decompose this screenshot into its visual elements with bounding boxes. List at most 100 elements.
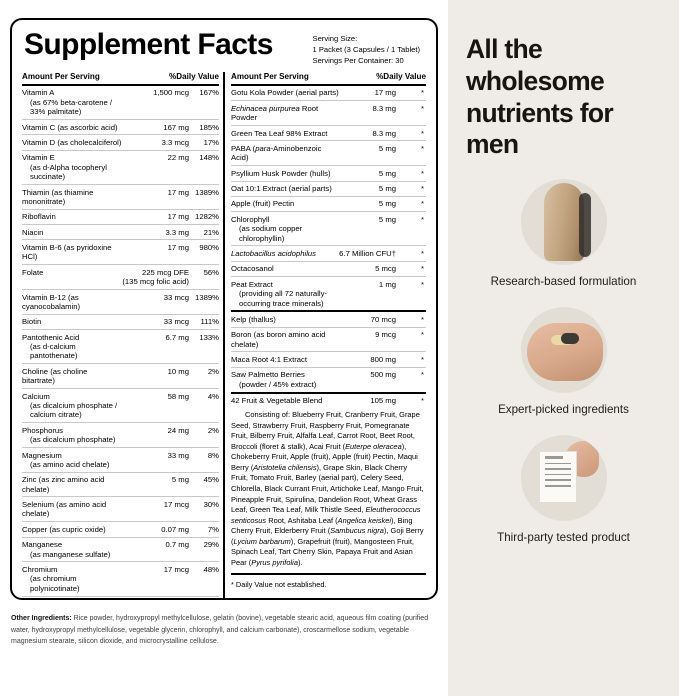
servings-per-container: Servings Per Container: 30 xyxy=(312,55,404,65)
nutrient-table-right: Gotu Kola Powder (aerial parts) 17 mg * Ech… xyxy=(230,85,426,313)
nutrient-amount: 33 mg xyxy=(122,447,189,473)
blend-amount: 105 mg xyxy=(370,396,396,406)
nutrient-row: Magnesium (as amino acid chelate) 33 mg 8% xyxy=(22,447,219,473)
nutrient-dv: * xyxy=(396,125,426,142)
nutrient-amount: 225 mcg DFE (135 mcg folic acid) xyxy=(122,264,189,290)
promo-panel: All the wholesome nutrients for men Rese… xyxy=(448,0,679,696)
nutrient-amount: 5 mg xyxy=(339,211,396,247)
fruit-vegetable-blend: 42 Fruit & Vegetable Blend 105 mg * Cons… xyxy=(230,394,426,575)
nutrient-dv: 133% xyxy=(188,329,219,365)
nutrient-dv: * xyxy=(396,85,426,102)
nutrient-dv: 1389% xyxy=(188,289,219,315)
nutrient-row: Boron (as boron amino acid chelate) 9 mcg… xyxy=(230,327,426,353)
nutrient-dv: * xyxy=(396,165,426,182)
nutrient-amount: 8.3 mg xyxy=(339,100,396,126)
nutrient-amount: 5 mg xyxy=(339,196,396,213)
nutrient-row: Green Tea Leaf 98% Extract 8.3 mg * xyxy=(230,125,426,142)
nutrient-row: Phosphorus (as dicalcium phosphate) 24 mg 2… xyxy=(22,422,219,448)
benefit-caption: Expert-picked ingredients xyxy=(498,403,629,417)
nutrient-name: Copper (as cupric oxide) xyxy=(22,521,123,538)
nutrient-amount: 10 mg xyxy=(122,363,189,390)
nutrient-row: Calcium (as dicalcium phosphate / calcium… xyxy=(22,388,219,424)
nutrient-dv: * xyxy=(396,245,426,262)
nutrient-name: Saw Palmetto Berries (powder / 45% extrac… xyxy=(230,367,340,394)
other-ingredients-label: Other Ingredients: xyxy=(11,615,72,622)
other-ingredients: Other Ingredients: Rice powder, hydroxyp… xyxy=(10,613,438,648)
daily-value-header: %Daily Value xyxy=(169,72,219,82)
nutrient-amount: 33 mcg xyxy=(122,289,189,315)
nutrient-row: Selenium (as amino acid chelate) 17 mcg 30… xyxy=(22,496,219,523)
nutrient-row: Chromium (as chromium polynicotinate) 17 m… xyxy=(22,561,219,597)
nutrient-row: Riboflavin 17 mg 1282% xyxy=(22,209,219,226)
capsule-icon xyxy=(520,179,607,266)
nutrient-row: PABA (para-Aminobenzoic Acid) 5 mg * xyxy=(230,140,426,167)
nutrient-amount: 17 mg xyxy=(122,239,189,266)
serving-size-value: 1 Packet (3 Capsules / 1 Tablet) xyxy=(312,44,421,54)
column-header-right: Amount Per Serving %Daily Value xyxy=(230,72,426,86)
facts-column-left: Amount Per Serving %Daily Value Vitamin … xyxy=(12,72,223,598)
nutrient-dv: 17% xyxy=(188,134,219,151)
nutrient-amount: 17 mg xyxy=(122,209,189,226)
nutrient-name: Zinc (as zinc amino acid chelate) xyxy=(22,472,123,498)
nutrient-name: Lactobacillus acidophilus xyxy=(230,245,340,262)
nutrient-name: Echinacea purpurea Root Powder xyxy=(230,100,340,126)
nutrient-dv: * xyxy=(396,367,426,394)
benefit-third-party-tested: Third-party tested product xyxy=(466,435,661,545)
column-header-left: Amount Per Serving %Daily Value xyxy=(22,72,219,86)
nutrient-name: Oat 10:1 Extract (aerial parts) xyxy=(230,181,340,197)
nutrient-row: Thiamin (as thiamine mononitrate) 17 mg 13… xyxy=(22,184,219,210)
nutrient-name: Kelp (thallus) xyxy=(230,312,340,328)
nutrient-amount: 5 mg xyxy=(339,140,396,167)
nutrient-dv: 8% xyxy=(188,447,219,473)
nutrient-table-right-2: Kelp (thallus) 70 mcg * Boron (as boron ami… xyxy=(230,312,426,394)
nutrient-name: Vitamin E (as d-Alpha tocopheryl succinat… xyxy=(22,150,123,185)
hand-with-packet-icon xyxy=(520,435,607,522)
nutrient-amount: 17 mg xyxy=(122,184,189,210)
nutrient-row: Pantothenic Acid (as d-calcium pantothena… xyxy=(22,329,219,365)
nutrient-row: Vitamin D (as cholecalciferol) 3.3 mcg 17% xyxy=(22,134,219,151)
nutrient-row: Biotin 33 mcg 111% xyxy=(22,314,219,331)
nutrient-row: Choline (as choline bitartrate) 10 mg 2% xyxy=(22,363,219,390)
nutrient-amount: 22 mg xyxy=(122,150,189,185)
nutrient-row: Niacin 3.3 mg 21% xyxy=(22,224,219,241)
blend-dv: * xyxy=(421,396,424,406)
nutrient-amount: 17 mg xyxy=(122,596,189,598)
nutrient-name: PABA (para-Aminobenzoic Acid) xyxy=(230,140,340,167)
nutrient-name: Green Tea Leaf 98% Extract xyxy=(230,125,340,142)
nutrient-dv: 185% xyxy=(188,119,219,136)
nutrient-row: Oat 10:1 Extract (aerial parts) 5 mg * xyxy=(230,181,426,197)
nutrient-dv: * xyxy=(396,181,426,197)
nutrient-name: Chlorophyll (as sodium copper chlorophyll… xyxy=(230,211,340,247)
nutrient-amount: 800 mg xyxy=(340,351,396,368)
nutrient-amount: 9 mcg xyxy=(340,327,396,353)
nutrient-name: Gotu Kola Powder (aerial parts) xyxy=(230,85,340,102)
nutrient-name: Vitamin B-6 (as pyridoxine HCl) xyxy=(22,239,123,266)
supplement-facts-title: Supplement Facts xyxy=(24,28,273,61)
nutrient-name: Pantothenic Acid (as d-calcium pantothena… xyxy=(22,329,123,365)
nutrient-name: Selenium (as amino acid chelate) xyxy=(22,496,123,523)
other-ingredients-text: Rice powder, hydroxypropyl methylcellulo… xyxy=(11,615,429,646)
benefit-research-based: Research-based formulation xyxy=(466,179,661,289)
nutrient-dv: 21% xyxy=(188,224,219,241)
serving-size-label: Serving Size: xyxy=(312,34,358,43)
blend-ingredient-list: Consisting of: Blueberry Fruit, Cranberr… xyxy=(230,409,424,568)
nutrient-dv: * xyxy=(396,351,426,368)
nutrient-amount: 5 mg xyxy=(339,165,396,182)
nutrient-dv: * xyxy=(396,312,426,328)
nutrient-dv: 1389% xyxy=(188,184,219,210)
nutrient-row: Vitamin C (as ascorbic acid) 167 mg 185% xyxy=(22,119,219,136)
nutrient-amount: 1 mg xyxy=(339,276,396,313)
nutrient-dv: 111% xyxy=(188,314,219,331)
nutrient-name: Magnesium (as amino acid chelate) xyxy=(22,447,123,473)
nutrient-name: Boron (as boron amino acid chelate) xyxy=(230,327,340,353)
nutrient-dv: * xyxy=(396,261,426,278)
hand-with-pills-icon xyxy=(520,307,607,394)
daily-value-header: %Daily Value xyxy=(376,72,426,82)
nutrient-row: Saw Palmetto Berries (powder / 45% extrac… xyxy=(230,367,426,394)
nutrient-dv: 48% xyxy=(188,561,219,597)
nutrient-row: Vitamin A (as 67% beta-carotene / 33% pal… xyxy=(22,85,219,120)
nutrient-row: Octacosanol 5 mcg * xyxy=(230,261,426,278)
nutrient-dv: * xyxy=(396,140,426,167)
nutrient-row: Lactobacillus acidophilus 6.7 Million CFU… xyxy=(230,245,426,262)
